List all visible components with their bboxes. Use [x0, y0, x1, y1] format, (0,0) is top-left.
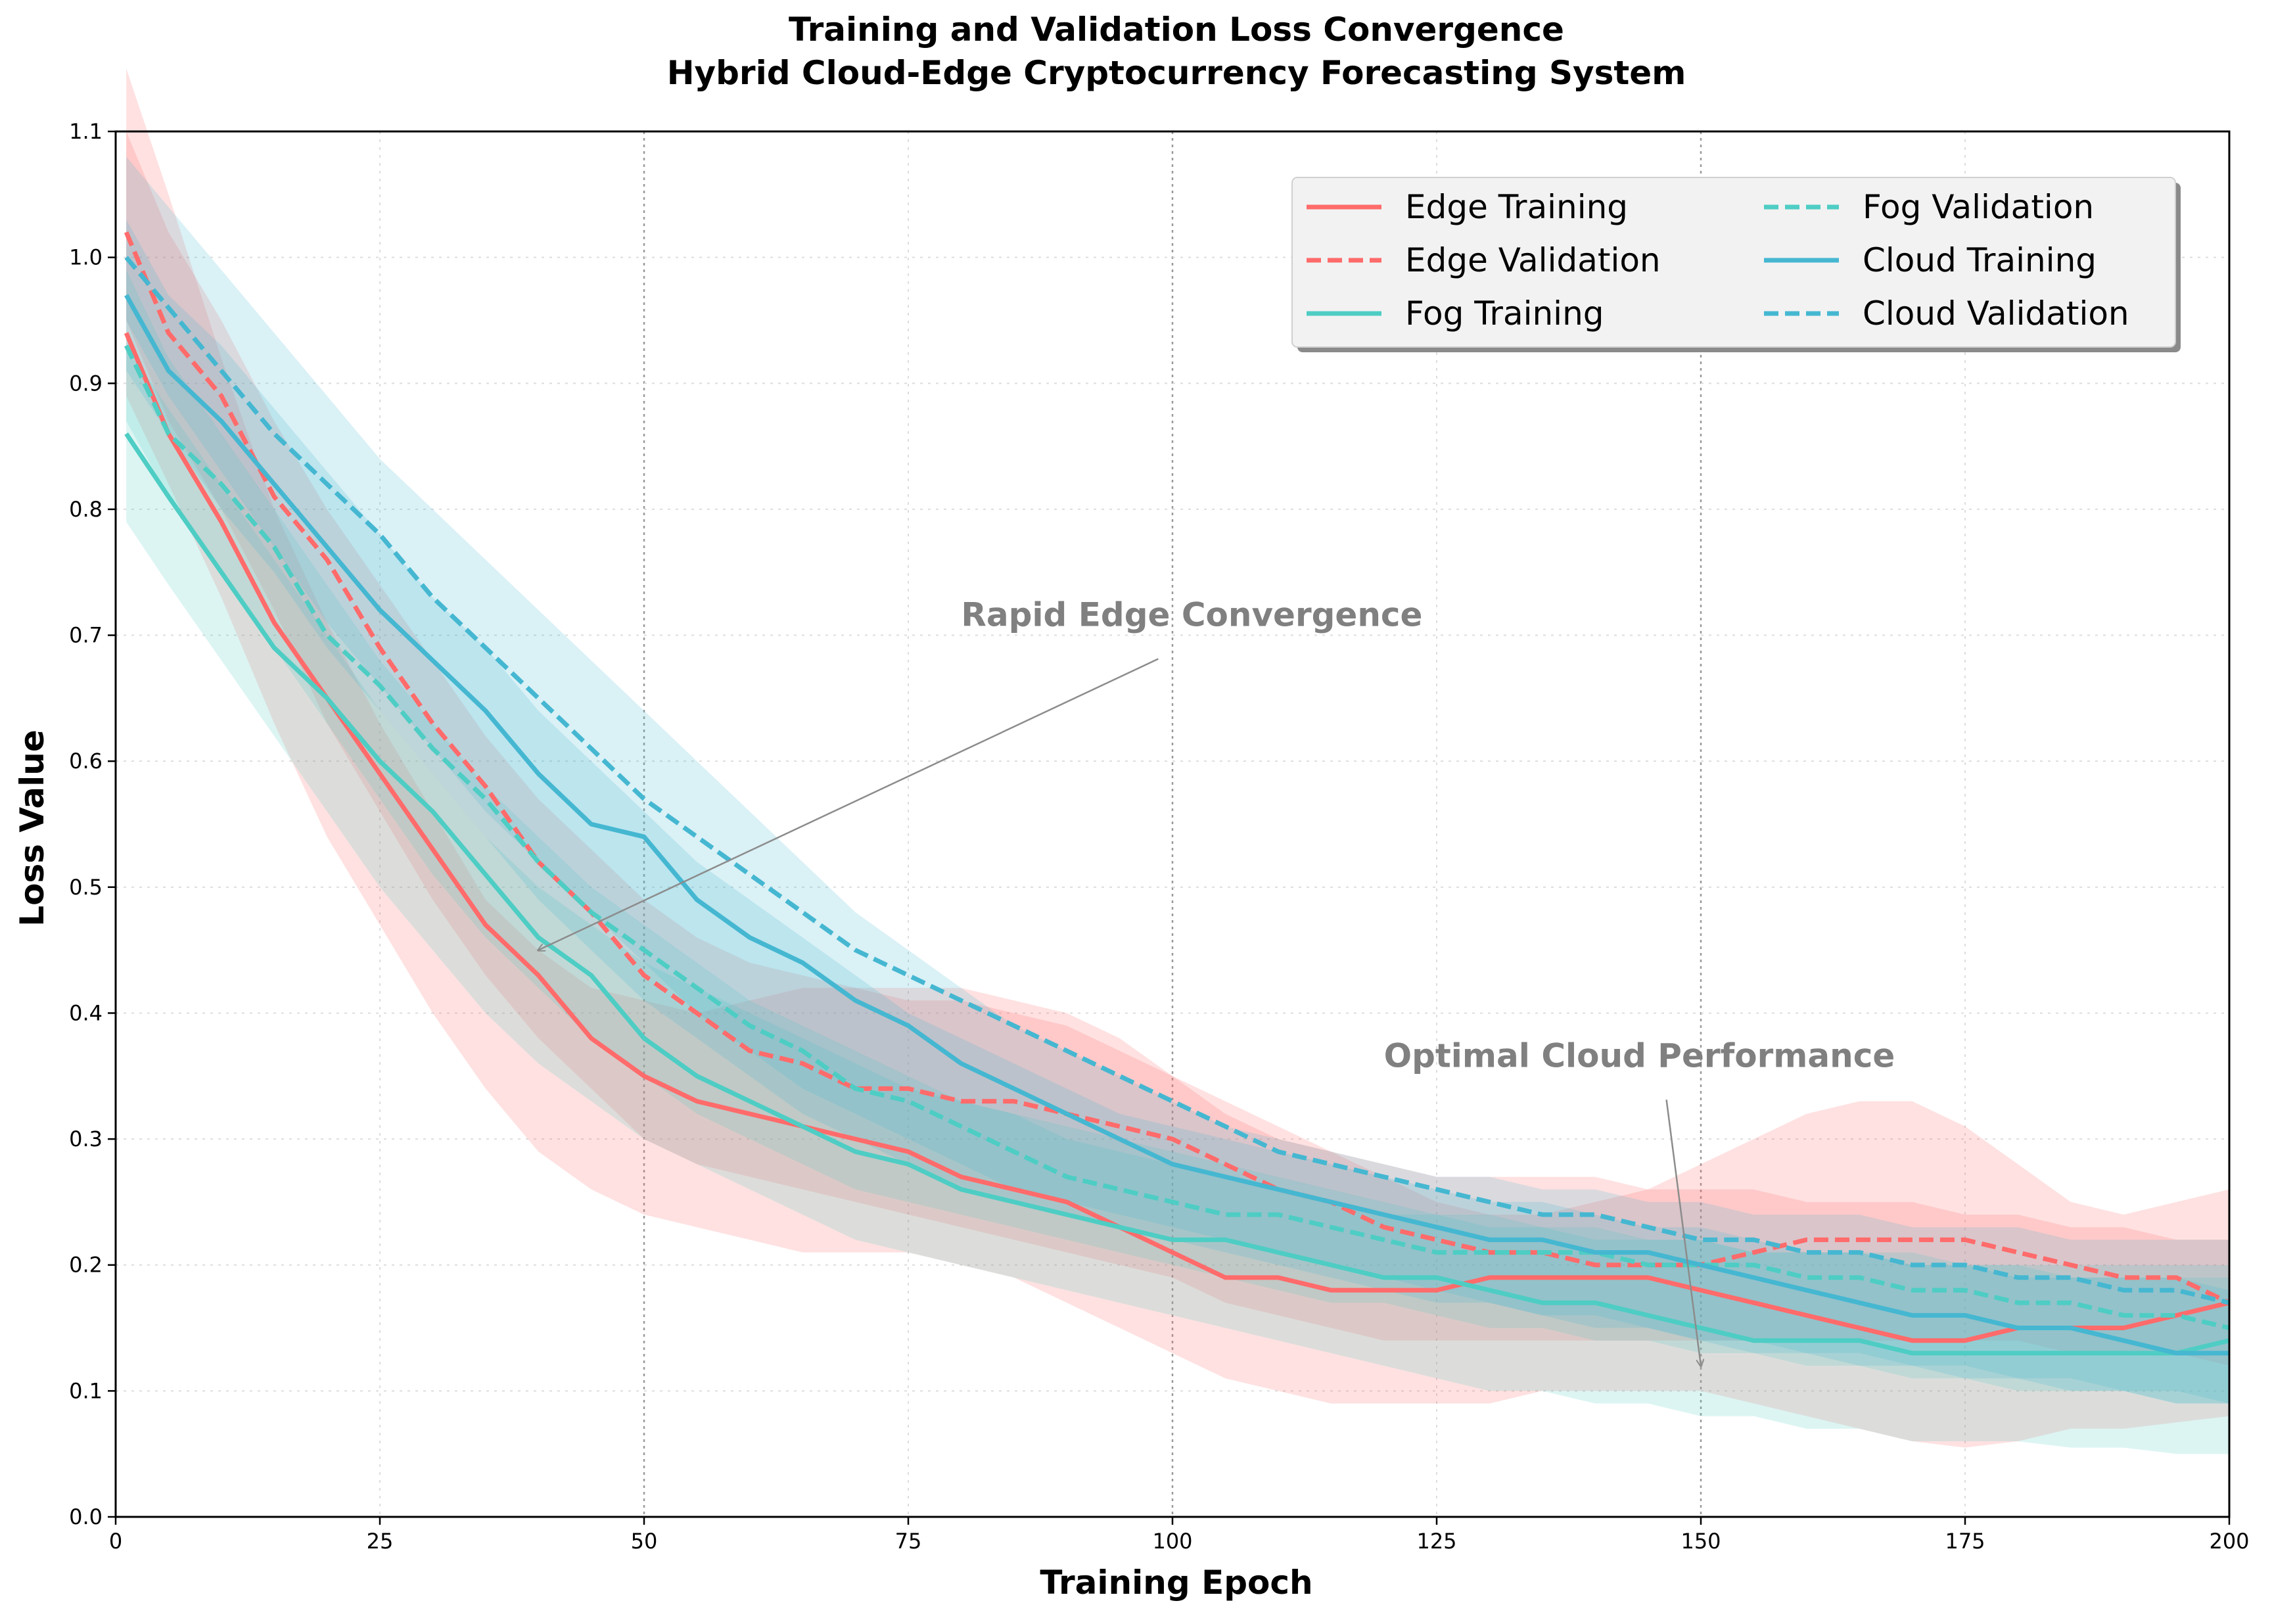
band-fog-validation [126, 269, 2229, 1404]
x-tick-label: 50 [631, 1529, 658, 1554]
y-tick-label: 0.0 [69, 1504, 103, 1529]
x-tick-label: 25 [367, 1529, 394, 1554]
x-tick-label: 75 [895, 1529, 922, 1554]
series-line-fog-training [124, 432, 2230, 1356]
x-tick-label: 125 [1416, 1529, 1456, 1554]
series-lines [124, 231, 2231, 1356]
y-tick-label: 0.1 [69, 1378, 103, 1403]
annotation-rapid-edge-convergence: Rapid Edge Convergence [961, 596, 1422, 634]
x-tick-label: 100 [1152, 1529, 1192, 1554]
annotations: Rapid Edge Convergence Optimal Cloud Perf… [538, 596, 1895, 1366]
band-edge-validation [126, 131, 2229, 1366]
grid [115, 131, 2230, 1518]
x-tick-label: 0 [109, 1529, 122, 1554]
legend-label-cloud-training: Cloud Training [1863, 241, 2097, 279]
y-tick-label: 0.8 [69, 497, 103, 522]
y-tick-label: 0.4 [69, 1000, 103, 1025]
y-tick-label: 1.1 [69, 119, 103, 144]
legend: Edge Training Edge Validation Fog Training… [1291, 177, 2181, 352]
y-tick-label: 0.7 [69, 623, 103, 648]
annotation-optimal-cloud-performance: Optimal Cloud Performance [1384, 1036, 1895, 1075]
x-tick-label: 175 [1945, 1529, 1985, 1554]
chart-subtitle: Hybrid Cloud-Edge Cryptocurrency Forecas… [667, 54, 1686, 92]
legend-label-edge-validation: Edge Validation [1405, 241, 1661, 279]
band-fog-training [126, 345, 2229, 1454]
y-tick-label: 1.0 [69, 245, 103, 270]
x-axis-label: Training Epoch [1040, 1564, 1312, 1602]
x-tick-label: 150 [1681, 1529, 1721, 1554]
series-line-cloud-training [124, 294, 2229, 1356]
series-line-edge-training [124, 332, 2230, 1343]
annotation-arrow [538, 658, 1159, 950]
annotation-arrow [1665, 1100, 1701, 1366]
y-tick-label: 0.6 [69, 749, 103, 774]
y-tick-label: 0.5 [69, 875, 103, 900]
axis-ticks: 0 25 50 75 100 125 150 175 200 0.0 0.1 0.2 0.3 0.4 0.5… [69, 119, 2249, 1554]
series-line-edge-validation [124, 231, 2231, 1305]
chart-title: Training and Validation Loss Convergence [789, 11, 1564, 49]
series-line-fog-validation [124, 344, 2230, 1330]
y-axis-label: Loss Value [13, 730, 51, 927]
y-tick-label: 0.3 [69, 1126, 103, 1151]
y-tick-label: 0.2 [69, 1253, 103, 1278]
legend-label-edge-training: Edge Training [1405, 188, 1628, 226]
legend-label-fog-validation: Fog Validation [1863, 188, 2094, 226]
legend-box [1291, 177, 2176, 348]
legend-label-fog-training: Fog Training [1405, 294, 1604, 333]
x-tick-label: 200 [2209, 1529, 2249, 1554]
legend-label-cloud-validation: Cloud Validation [1863, 294, 2129, 333]
y-tick-label: 0.9 [69, 371, 103, 396]
band-edge-training [126, 68, 2229, 1448]
series-line-cloud-validation [124, 256, 2230, 1305]
